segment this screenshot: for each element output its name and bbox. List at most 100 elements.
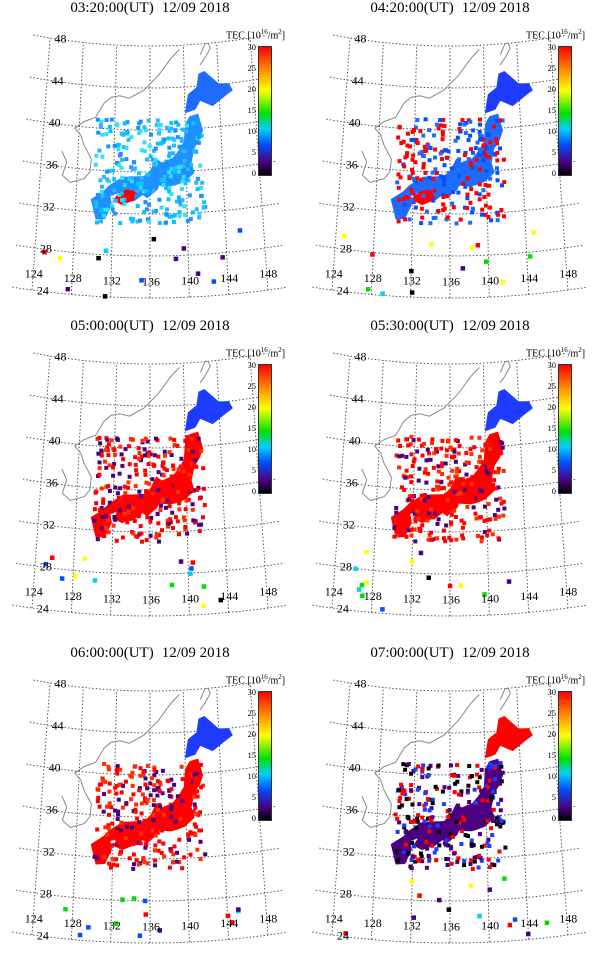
tec-pixel [422,470,427,475]
tec-pixel [147,202,151,207]
colorbar-tick: 0 [251,486,256,496]
tec-pixel [490,764,495,769]
tec-pixel [126,504,131,509]
tec-pixel [428,221,433,226]
tec-pixel [401,762,406,767]
tec-pixel [467,804,472,809]
tec-pixel [182,204,187,209]
tec-pixel [107,463,112,468]
tec-pixel [488,770,493,775]
tec-pixel [107,812,111,817]
tec-pixel [138,218,143,223]
tec-pixel [431,216,436,220]
grid-parallel [33,352,267,365]
tec-pixel [486,785,490,790]
tec-pixel [105,523,110,528]
tec-pixel [495,452,499,457]
tec-pixel [174,199,179,204]
grid-parallel [329,721,571,734]
panel-date: 12/09 2018 [461,645,530,661]
tec-pixel [402,823,407,828]
tec-pixel [487,887,492,892]
lon-label: 144 [520,589,538,603]
tec-pixel [119,165,124,170]
tec-pixel [485,454,490,459]
tec-pixel [195,811,200,816]
colorbar-tick: 10 [247,126,257,136]
tec-pixel [229,920,235,925]
tec-pixel [485,533,490,538]
grid-meridian [31,682,51,936]
tec-pixel [496,858,501,863]
tec-pixel [477,853,482,858]
tec-pixel [416,813,421,818]
tec-pixel [498,118,503,123]
tec-pixel [161,461,165,465]
tec-pixel [486,471,491,476]
tec-pixel [119,191,124,196]
tec-pixel [237,228,243,233]
tec-pixel [183,438,188,443]
tec-pixel [417,466,422,471]
tec-pixel [142,125,147,130]
tec-pixel [416,516,421,521]
lon-label: 148 [559,267,577,281]
tec-pixel [423,117,428,122]
tec-pixel [157,221,162,225]
tec-pixel [445,155,450,160]
tec-pixel [145,515,150,520]
tec-pixel [139,827,143,832]
tec-pixel [94,204,99,209]
colorbar-tick: 15 [247,105,257,115]
tec-data-layer [63,716,241,938]
tec-pixel [477,435,482,440]
grid-meridian [70,687,84,940]
tec-pixel [485,841,490,846]
tec-pixel [123,836,128,841]
tec-pixel [117,471,122,476]
tec-pixel [106,453,111,458]
tec-pixel [118,508,123,513]
tec-pixel [93,162,98,167]
tec-pixel [468,200,473,205]
tec-pixel [154,532,159,537]
tec-pixel [136,514,141,519]
tec-pixel [150,488,155,493]
grid-parallel [26,436,274,449]
tec-pixel [477,182,482,187]
tec-pixel [424,209,429,214]
tec-pixel [144,189,149,194]
tec-pixel [426,471,431,476]
tec-pixel [125,520,130,525]
tec-pixel [475,780,480,785]
lat-label: 32 [43,844,55,858]
tec-pixel [463,833,468,838]
tec-pixel [140,792,145,797]
lon-label: 124 [325,585,343,599]
tec-pixel [130,167,135,172]
tec-pixel [452,851,456,856]
grid-meridian [331,355,351,609]
tec-pixel [184,158,189,163]
tec-pixel [450,773,455,777]
lon-label: 132 [403,592,421,606]
tec-pixel [449,861,454,866]
tec-pixel [421,763,426,768]
tec-pixel [148,494,153,499]
coastline-korea [61,49,180,184]
grid-meridian [370,687,384,940]
grid-parallel [312,604,588,617]
tec-pixel [404,468,409,473]
tec-pixel [495,141,500,146]
tec-pixel [92,578,98,583]
tec-pixel [103,825,108,830]
tec-pixel [483,212,488,217]
lat-label: 36 [346,157,358,171]
lon-label: 124 [25,912,43,926]
tec-pixel [195,772,200,777]
tec-pixel [178,816,183,821]
tec-pixel [130,219,135,224]
tec-pixel [426,773,431,778]
tec-pixel [101,778,106,783]
tec-pixel [176,490,181,494]
